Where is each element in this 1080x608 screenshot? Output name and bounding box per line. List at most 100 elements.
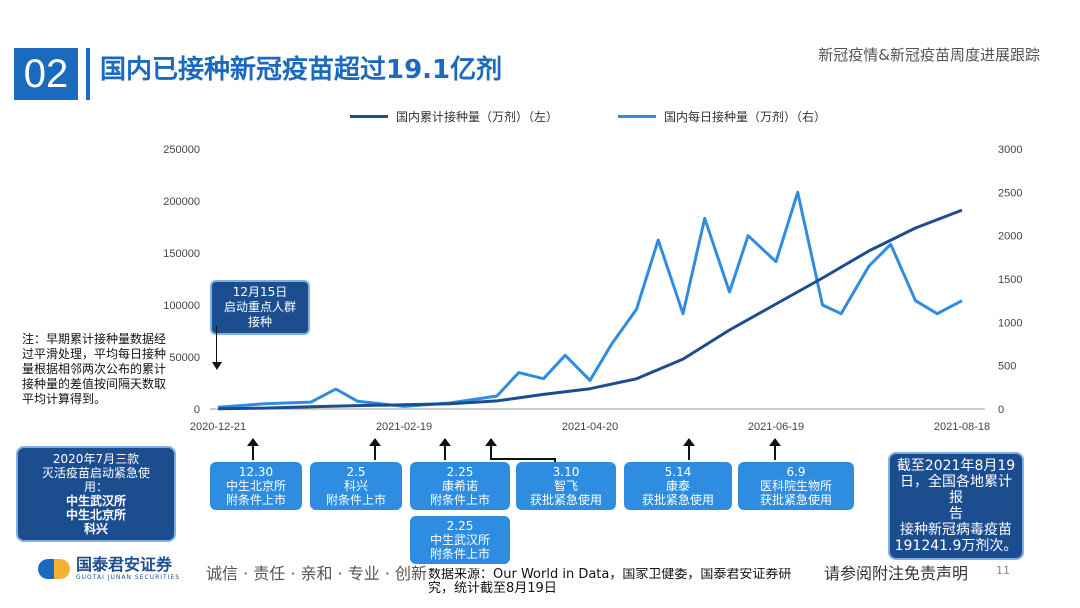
x-tick-label: 2021-02-19: [376, 421, 432, 430]
callout-line: 接种: [247, 315, 272, 329]
right-axis-ticks: 3000 2500 2000 1500 1000 500 0: [998, 144, 1022, 416]
summary-line: 告: [949, 506, 963, 522]
milestone-date: 3.10: [552, 465, 580, 479]
legend-swatch-cumulative: [350, 115, 388, 118]
early-approval-vaccine: 科兴: [83, 522, 108, 536]
milestone-arrow: [439, 438, 451, 460]
milestone-arrow: [369, 438, 381, 460]
title-divider: [86, 48, 90, 100]
milestone-text: 康希诺: [441, 479, 478, 493]
y-right-tick-label: 500: [998, 361, 1016, 373]
milestone-text: 康泰: [665, 479, 690, 493]
x-tick-label: 2021-06-19: [748, 421, 804, 430]
y-right-tick-label: 2000: [998, 231, 1022, 243]
y-left-tick-label: 50000: [169, 352, 200, 364]
milestone-text: 医科院生物所: [759, 479, 832, 493]
callout-key-population: 12月15日 启动重点人群 接种: [210, 280, 310, 335]
report-series-label: 新冠疫情&新冠疫苗周度进展跟踪: [818, 46, 1040, 64]
footer: 国泰君安证券 GUOTAI JUNAN SECURITIES 诚信 · 责任 ·…: [0, 552, 1080, 596]
methodology-note: 注：早期累计接种量数据经过平滑处理，平均每日接种量根据相邻两次公布的累计接种量的…: [22, 332, 167, 406]
early-approval-vaccine: 中生武汉所: [65, 494, 126, 508]
milestone-text: 附条件上市: [429, 493, 490, 507]
y-right-tick-label: 1500: [998, 274, 1022, 286]
milestone-text: 获批紧急使用: [759, 493, 832, 507]
milestone-text: 附条件上市: [225, 493, 286, 507]
milestone-box: 6.9 医科院生物所 获批紧急使用: [738, 462, 854, 510]
logo-icon: [38, 558, 70, 579]
chart-legend: 国内累计接种量（万剂）（左） 国内每日接种量（万剂）（右）: [350, 108, 826, 125]
milestone-box: 2.25 康希诺 附条件上市: [410, 462, 510, 510]
logo-text: 国泰君安证券: [76, 555, 173, 574]
summary-line: 日，全国各地累计报: [900, 474, 1012, 506]
milestone-box: 2.5 科兴 附条件上市: [310, 462, 402, 510]
early-approval-line: 用：: [83, 480, 108, 494]
early-approval-box: 2020年7月三款 灭活疫苗启动紧急使 用： 中生武汉所 中生北京所 科兴: [16, 446, 176, 542]
disclaimer-link[interactable]: 请参阅附注免责声明: [824, 564, 969, 583]
summary-line: 191241.9万剂次。: [894, 538, 1018, 554]
milestone-box: 3.10 智飞 获批紧急使用: [516, 462, 616, 510]
callout-line: 启动重点人群: [223, 300, 296, 314]
y-left-tick-label: 0: [194, 404, 200, 416]
section-number-badge: 02: [14, 48, 78, 100]
milestone-text: 获批紧急使用: [641, 493, 714, 507]
y-right-tick-label: 1000: [998, 317, 1022, 329]
milestone-connector: [554, 458, 556, 464]
milestone-date: 5.14: [664, 465, 692, 479]
early-approval-vaccine: 中生北京所: [65, 508, 126, 522]
company-logo: 国泰君安证券 GUOTAI JUNAN SECURITIES: [38, 556, 180, 581]
early-approval-line: 灭活疫苗启动紧急使: [41, 466, 150, 480]
milestone-box: 5.14 康泰 获批紧急使用: [624, 462, 732, 510]
milestone-arrow: [247, 438, 259, 460]
y-right-tick-label: 0: [998, 404, 1004, 416]
legend-label-daily: 国内每日接种量（万剂）（右）: [664, 110, 827, 124]
summary-box: 截至2021年8月19 日，全国各地累计报 告 接种新冠病毒疫苗 191241.…: [888, 452, 1024, 560]
summary-line: 接种新冠病毒疫苗: [900, 522, 1012, 538]
y-left-tick-label: 100000: [163, 300, 200, 312]
callout-line: 12月15日: [232, 285, 288, 299]
legend-item-cumulative: 国内累计接种量（万剂）（左）: [350, 108, 558, 125]
logo-subtext: GUOTAI JUNAN SECURITIES: [76, 574, 181, 581]
milestone-text: 获批紧急使用: [529, 493, 602, 507]
milestone-date: 2.25: [446, 519, 474, 533]
page-number: 11: [996, 564, 1010, 577]
legend-swatch-daily: [618, 115, 657, 118]
milestone-connector: [490, 458, 556, 460]
legend-item-daily: 国内每日接种量（万剂）（右）: [618, 108, 826, 125]
milestone-box: 2.25 中生武汉所 附条件上市: [410, 516, 510, 564]
milestone-text: 科兴: [343, 479, 368, 493]
x-axis-ticks: 2020-12-21 2021-02-19 2021-04-20 2021-06-19…: [190, 421, 990, 430]
callout-arrowhead: [212, 362, 222, 370]
x-tick-label: 2021-08-18: [934, 421, 990, 430]
y-left-tick-label: 200000: [163, 196, 200, 208]
milestone-arrow: [683, 438, 695, 460]
milestone-text: 中生武汉所: [429, 533, 490, 547]
callout-pointer: [216, 326, 217, 364]
y-left-tick-label: 150000: [163, 248, 200, 260]
milestone-date: 6.9: [786, 465, 806, 479]
legend-label-cumulative: 国内累计接种量（万剂）（左）: [396, 110, 559, 124]
left-axis-ticks: 250000 200000 150000 100000 50000 0: [163, 144, 200, 416]
milestone-arrow: [485, 438, 497, 458]
milestone-date: 12.30: [238, 465, 274, 479]
milestone-text: 附条件上市: [325, 493, 386, 507]
y-right-tick-label: 2500: [998, 187, 1022, 199]
page-title: 国内已接种新冠疫苗超过19.1亿剂: [100, 55, 503, 85]
milestone-date: 2.25: [446, 465, 474, 479]
x-tick-label: 2021-04-20: [562, 421, 618, 430]
milestone-text: 中生北京所: [225, 479, 286, 493]
milestone-date: 2.5: [346, 465, 366, 479]
data-source: 数据来源：Our World in Data，国家卫健委，国泰君安证券研究，统计…: [428, 568, 792, 596]
series-line-daily: [217, 190, 963, 409]
y-left-tick-label: 250000: [163, 144, 200, 156]
logo-wordmark: 国泰君安证券 GUOTAI JUNAN SECURITIES: [76, 555, 181, 582]
milestone-text: 附条件上市: [429, 547, 490, 561]
series-line-cumulative: [217, 208, 963, 411]
company-slogan: 诚信 · 责任 · 亲和 · 专业 · 创新: [206, 564, 428, 583]
milestone-text: 智飞: [553, 479, 578, 493]
y-right-tick-label: 3000: [998, 144, 1022, 156]
x-tick-label: 2020-12-21: [190, 421, 246, 430]
summary-line: 截至2021年8月19: [896, 458, 1016, 474]
line-chart: 250000 200000 150000 100000 50000 0 3000 2500 2…: [163, 144, 1022, 430]
milestone-arrow: [769, 438, 781, 460]
milestone-box: 12.30 中生北京所 附条件上市: [210, 462, 302, 510]
